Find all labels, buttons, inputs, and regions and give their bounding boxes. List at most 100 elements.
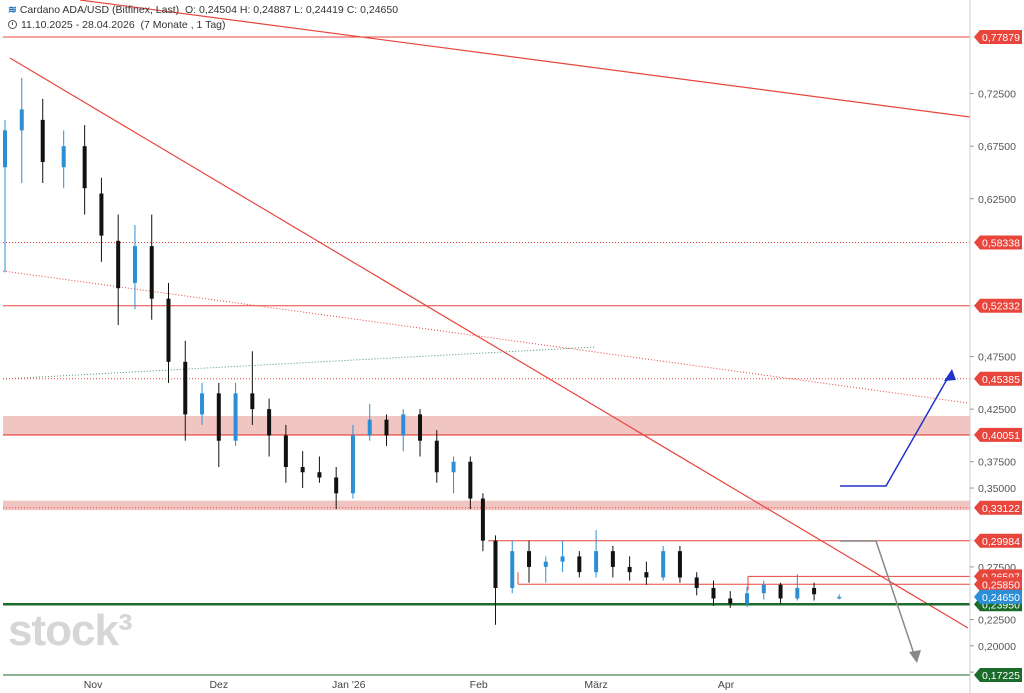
candle <box>560 556 565 562</box>
level-badge <box>974 500 1022 515</box>
ohlc-values: O: 0,24504 H: 0,24887 L: 0,24419 C: 0,24… <box>184 4 399 16</box>
level-badge <box>974 533 1022 548</box>
candle <box>317 472 322 478</box>
candle <box>334 477 339 494</box>
candle <box>166 298 171 362</box>
candle <box>527 551 532 567</box>
level-lines <box>3 36 970 676</box>
candle <box>82 146 87 189</box>
candle <box>401 414 406 436</box>
candle <box>711 587 716 599</box>
candle <box>283 435 288 467</box>
level-badge-label: 0,58338 <box>982 238 1020 250</box>
date-range: 11.10.2025 - 28.04.2026 <box>21 19 135 31</box>
chart-header-range: 11.10.2025 - 28.04.2026 (7 Monate , 1 Ta… <box>8 19 226 31</box>
candle <box>728 598 733 604</box>
y-tick-label: 0,20000 <box>978 641 1016 653</box>
candle <box>543 561 548 567</box>
level-badge <box>974 577 1022 592</box>
candle <box>418 414 423 441</box>
candle <box>795 587 800 599</box>
candle <box>480 498 485 541</box>
range-note: (7 Monate , 1 Tag) <box>140 19 226 31</box>
candle <box>200 393 205 415</box>
candle <box>493 540 498 588</box>
stock3-logo-icon: ≋ <box>8 4 17 16</box>
x-tick-label: Dez <box>209 679 228 691</box>
candle <box>778 584 783 599</box>
candle <box>40 119 45 162</box>
x-axis: Nov Dez Jan '26 Feb März Apr <box>84 679 735 691</box>
candle <box>61 146 66 168</box>
level-badge <box>974 668 1022 682</box>
x-tick-label: Feb <box>470 679 488 691</box>
instrument-name: Cardano ADA/USD (Bitfinex, Last) <box>19 4 180 16</box>
level-badge-label: 0,52332 <box>982 301 1020 313</box>
candle <box>384 419 389 436</box>
x-tick-label: Jan '26 <box>332 679 366 691</box>
x-tick-label: März <box>584 679 607 691</box>
candle <box>233 393 238 441</box>
y-tick-label: 0,35000 <box>978 483 1016 495</box>
bearish-arrowhead <box>909 650 921 663</box>
candle <box>610 551 615 567</box>
candle <box>3 130 7 168</box>
y-tick-label: 0,62500 <box>978 194 1016 206</box>
y-tick-label: 0,47500 <box>978 352 1016 364</box>
candle <box>300 466 305 473</box>
green-dotted-trendline <box>2 346 596 380</box>
level-badge-label: 0,33122 <box>982 503 1020 515</box>
price-zones <box>3 415 970 511</box>
bearish-scenario-arrow <box>840 540 916 658</box>
candles <box>3 77 842 625</box>
x-tick-label: Apr <box>718 679 735 691</box>
long-term-downtrend-line <box>79 0 971 118</box>
candle <box>267 409 272 436</box>
price-zone <box>3 500 970 511</box>
price-zone <box>3 415 970 436</box>
level-badge-label: 0,40051 <box>982 430 1020 442</box>
y-tick-label: 0,72500 <box>978 89 1016 101</box>
candle <box>183 361 188 415</box>
candle <box>132 246 137 283</box>
candle <box>761 584 766 594</box>
price-badges: 0,77879 0,58338 0,52332 0,45385 0,40051 0,331… <box>974 30 1022 682</box>
chart-header-instrument: ≋ Cardano ADA/USD (Bitfinex, Last) O: 0,2… <box>8 4 398 16</box>
downtrend-line <box>9 57 969 629</box>
candle <box>644 572 649 578</box>
level-badge-label: 0,45385 <box>982 374 1020 386</box>
clock-icon <box>8 20 17 29</box>
dotted-trendline <box>2 270 969 404</box>
y-tick-label: 0,67500 <box>978 141 1016 153</box>
level-badge <box>974 298 1022 313</box>
y-tick-label: 0,42500 <box>978 404 1016 416</box>
bullish-scenario-arrow <box>840 373 951 487</box>
level-badge <box>974 30 1022 44</box>
stock3-watermark: stock³ <box>8 606 133 655</box>
candle <box>661 551 666 578</box>
candle <box>812 587 817 595</box>
candle <box>694 577 699 588</box>
candle <box>745 593 750 604</box>
candle <box>677 551 682 578</box>
candle <box>594 551 599 573</box>
level-badge <box>974 427 1022 442</box>
candle <box>434 440 439 473</box>
candle <box>510 551 515 588</box>
y-tick-label: 0,37500 <box>978 457 1016 469</box>
bullish-arrowhead <box>944 369 956 381</box>
candle <box>367 419 372 436</box>
trendlines <box>2 0 971 629</box>
candle <box>116 240 121 289</box>
candle <box>99 193 104 236</box>
candle <box>216 393 221 441</box>
candle <box>577 556 582 573</box>
scenario-arrows <box>840 369 956 663</box>
level-badge-label: 0,17225 <box>982 670 1020 682</box>
candle <box>451 461 456 473</box>
level-badge <box>974 371 1022 386</box>
level-badge-label: 0,77879 <box>982 32 1020 44</box>
candle <box>250 393 255 410</box>
level-badge <box>974 235 1022 250</box>
